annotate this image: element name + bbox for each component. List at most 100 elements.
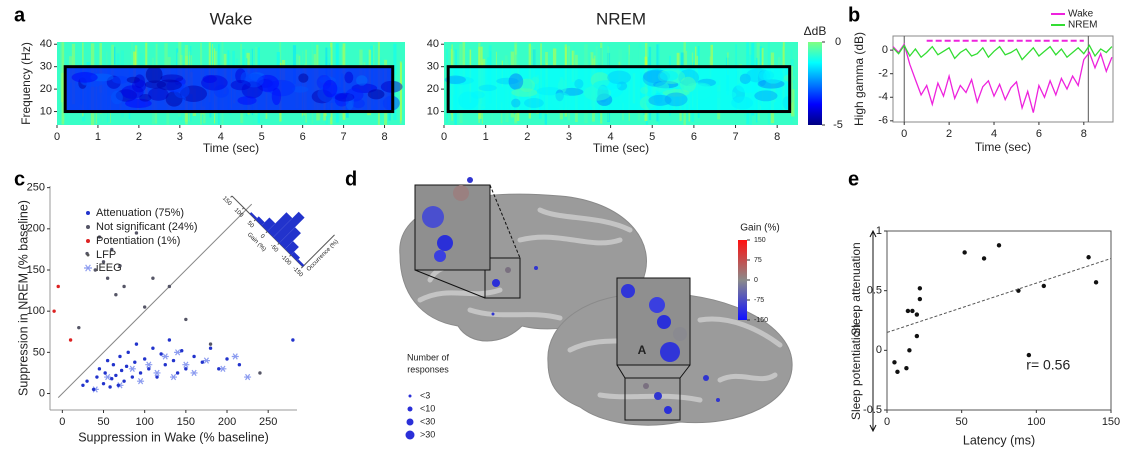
x-axis-label: Time (sec) <box>203 141 259 155</box>
annotation: r= 0.56 <box>1026 357 1070 373</box>
annotation: A <box>638 343 647 357</box>
point <box>892 360 896 364</box>
y-axis-label: High gamma (dB) <box>852 32 866 126</box>
point <box>117 384 120 387</box>
legend-label: Not significant (24%) <box>96 221 198 233</box>
point <box>122 379 125 382</box>
size-legend-label: <10 <box>420 403 435 413</box>
x-tick-label: 150 <box>177 416 195 428</box>
star-point <box>244 374 251 380</box>
colorbar-label: Gain (%) <box>740 223 779 234</box>
point <box>92 388 95 391</box>
band-texture <box>511 88 537 97</box>
point <box>122 285 125 288</box>
x-tick-label: 150 <box>1102 416 1120 428</box>
inset-bar <box>250 212 257 219</box>
y-axis-label: Suppression in NREM (% baseline) <box>16 200 30 396</box>
bubble <box>660 342 680 362</box>
y-tick-label: 250 <box>27 182 45 194</box>
x-tick-label: 5 <box>649 131 655 143</box>
y-axis-label: Frequency (Hz) <box>19 42 33 125</box>
star-point <box>154 370 161 376</box>
y-tick-label: -6 <box>878 115 888 127</box>
star-point <box>191 370 198 376</box>
panel-label: d <box>345 168 357 190</box>
y-tick-label: 30 <box>40 61 52 73</box>
y-tick-label: 10 <box>427 105 439 117</box>
star-point <box>232 354 239 360</box>
colorbar-tick-label: 0 <box>835 36 841 48</box>
bubble <box>703 375 709 381</box>
point <box>918 297 922 301</box>
colorbar-tick-label: 0 <box>754 277 758 284</box>
y-tick-label: 50 <box>33 346 45 358</box>
point <box>962 250 966 254</box>
spectrogram-texture <box>400 63 401 121</box>
point <box>209 342 212 345</box>
zoom-inset <box>415 185 490 270</box>
inset-tick-label: 50 <box>246 220 255 229</box>
band-texture <box>640 87 648 94</box>
size-key <box>408 407 413 412</box>
y-tick-label: 0 <box>39 387 45 399</box>
point <box>172 359 175 362</box>
x-tick-label: 8 <box>381 131 387 143</box>
legend-marker <box>86 211 90 215</box>
y-tick-label: 30 <box>427 61 439 73</box>
point <box>225 357 228 360</box>
colorbar-tick-label: -5 <box>833 119 843 131</box>
title: NREM <box>596 9 646 28</box>
y-tick-label: 0.5 <box>867 285 882 297</box>
point <box>217 367 220 370</box>
point <box>106 277 109 280</box>
x-tick-label: 2 <box>136 131 142 143</box>
colorbar-tick-label: -150 <box>754 317 768 324</box>
trend-line <box>887 258 1111 332</box>
point <box>110 377 113 380</box>
point <box>907 348 911 352</box>
colorbar-tick-label: 75 <box>754 257 762 264</box>
band-texture <box>368 89 385 99</box>
band-texture <box>139 94 151 102</box>
size-legend-label: >30 <box>420 429 435 439</box>
point <box>85 379 88 382</box>
colorbar <box>738 240 747 320</box>
spectrogram-texture <box>114 47 115 65</box>
legend-marker <box>87 254 90 257</box>
bubble <box>467 177 473 183</box>
point <box>168 285 171 288</box>
bubble <box>492 279 500 287</box>
band-texture <box>203 75 217 83</box>
point <box>238 363 241 366</box>
band-texture <box>298 73 308 82</box>
spectrogram-texture <box>791 66 793 114</box>
x-tick-label: 8 <box>1081 128 1087 140</box>
bubble <box>492 313 495 316</box>
x-axis-label: Suppression in Wake (% baseline) <box>78 430 269 444</box>
x-tick-label: 250 <box>259 416 277 428</box>
series-line <box>893 45 1112 59</box>
point <box>114 293 117 296</box>
bubble <box>505 267 511 273</box>
point <box>57 285 60 288</box>
band-texture <box>479 85 497 91</box>
x-tick-label: 2 <box>524 131 530 143</box>
x-tick-label: 50 <box>97 416 109 428</box>
bubble <box>534 266 538 270</box>
band-texture <box>145 80 166 88</box>
x-tick-label: 100 <box>1027 416 1045 428</box>
point <box>131 375 134 378</box>
point <box>114 374 117 377</box>
y-tick-label: 20 <box>427 83 439 95</box>
x-tick-label: 0 <box>901 128 907 140</box>
legend-label: LFP <box>96 249 116 261</box>
point <box>125 365 128 368</box>
bubble <box>664 406 672 414</box>
x-tick-label: 0 <box>59 416 65 428</box>
panel-label: c <box>14 168 25 190</box>
point <box>106 359 109 362</box>
point <box>108 385 111 388</box>
point <box>192 355 195 358</box>
x-tick-label: 6 <box>1036 128 1042 140</box>
x-tick-label: 50 <box>956 416 968 428</box>
